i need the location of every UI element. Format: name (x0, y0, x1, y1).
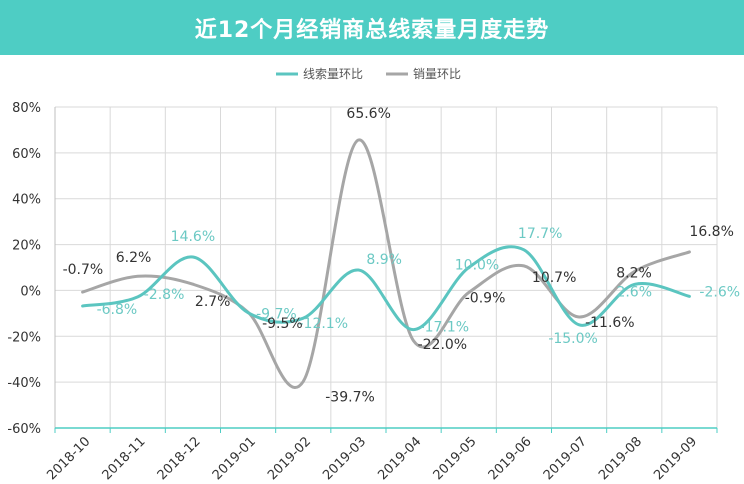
data-label: 10.7% (532, 270, 576, 286)
x-tick-label: 2019-05 (431, 434, 480, 483)
data-label: -12.1% (298, 316, 348, 332)
data-label: 8.9% (366, 252, 402, 268)
data-label: -22.0% (418, 337, 468, 353)
data-label: -0.9% (465, 290, 506, 306)
data-label: 2.6% (616, 284, 652, 300)
data-label: -0.7% (63, 262, 104, 278)
data-label: 6.2% (116, 250, 152, 266)
data-label: -9.5% (262, 316, 303, 332)
data-label: -15.0% (548, 331, 598, 347)
x-tick-label: 2018-10 (44, 434, 93, 483)
y-tick-label: 40% (12, 193, 41, 208)
x-tick-label: 2019-04 (375, 434, 424, 483)
data-label: 10.0% (455, 258, 499, 274)
y-tick-label: -60% (7, 422, 41, 437)
x-tick-label: 2019-06 (486, 434, 535, 483)
data-label: -11.6% (585, 315, 635, 331)
series-line-leads (81, 245, 691, 332)
data-label: 16.8% (689, 224, 733, 240)
x-tick-label: 2019-03 (320, 434, 369, 483)
y-tick-label: 0% (20, 284, 41, 299)
legend-label: 线索量环比 (303, 67, 363, 81)
data-label: 8.2% (616, 266, 652, 282)
data-label: -39.7% (325, 389, 375, 405)
y-tick-label: 60% (12, 147, 41, 162)
data-label: -17.1% (420, 320, 470, 336)
x-tick-label: 2019-08 (596, 434, 645, 483)
x-tick-label: 2018-11 (100, 434, 149, 483)
x-tick-label: 2019-07 (541, 434, 590, 483)
data-label: 14.6% (171, 229, 215, 245)
x-tick-label: 2019-01 (210, 434, 259, 483)
data-label: 17.7% (518, 226, 562, 242)
data-label: 2.7% (195, 294, 231, 310)
line-chart: -60% -40% -20% 0% 20% 40% 60% 80% 2018-10 2018-11… (7, 67, 740, 483)
y-tick-label: -20% (7, 330, 41, 345)
series-line-sales (81, 138, 691, 389)
chart-title-banner: 近12个月经销商总线索量月度走势 (0, 0, 744, 55)
data-label: -2.6% (699, 284, 740, 300)
data-label: -2.8% (144, 287, 185, 303)
data-label: 65.6% (346, 106, 390, 122)
y-tick-label: 80% (12, 101, 41, 116)
y-tick-label: 20% (12, 239, 41, 254)
x-tick-label: 2019-02 (265, 434, 314, 483)
legend-label: 销量环比 (413, 67, 461, 81)
y-tick-label: -40% (7, 376, 41, 391)
chart-title: 近12个月经销商总线索量月度走势 (194, 17, 550, 43)
data-label: -6.8% (97, 302, 138, 318)
x-tick-label: 2018-12 (155, 434, 204, 483)
data-label: -9.7% (256, 307, 297, 323)
x-tick-label: 2019-09 (651, 434, 700, 483)
